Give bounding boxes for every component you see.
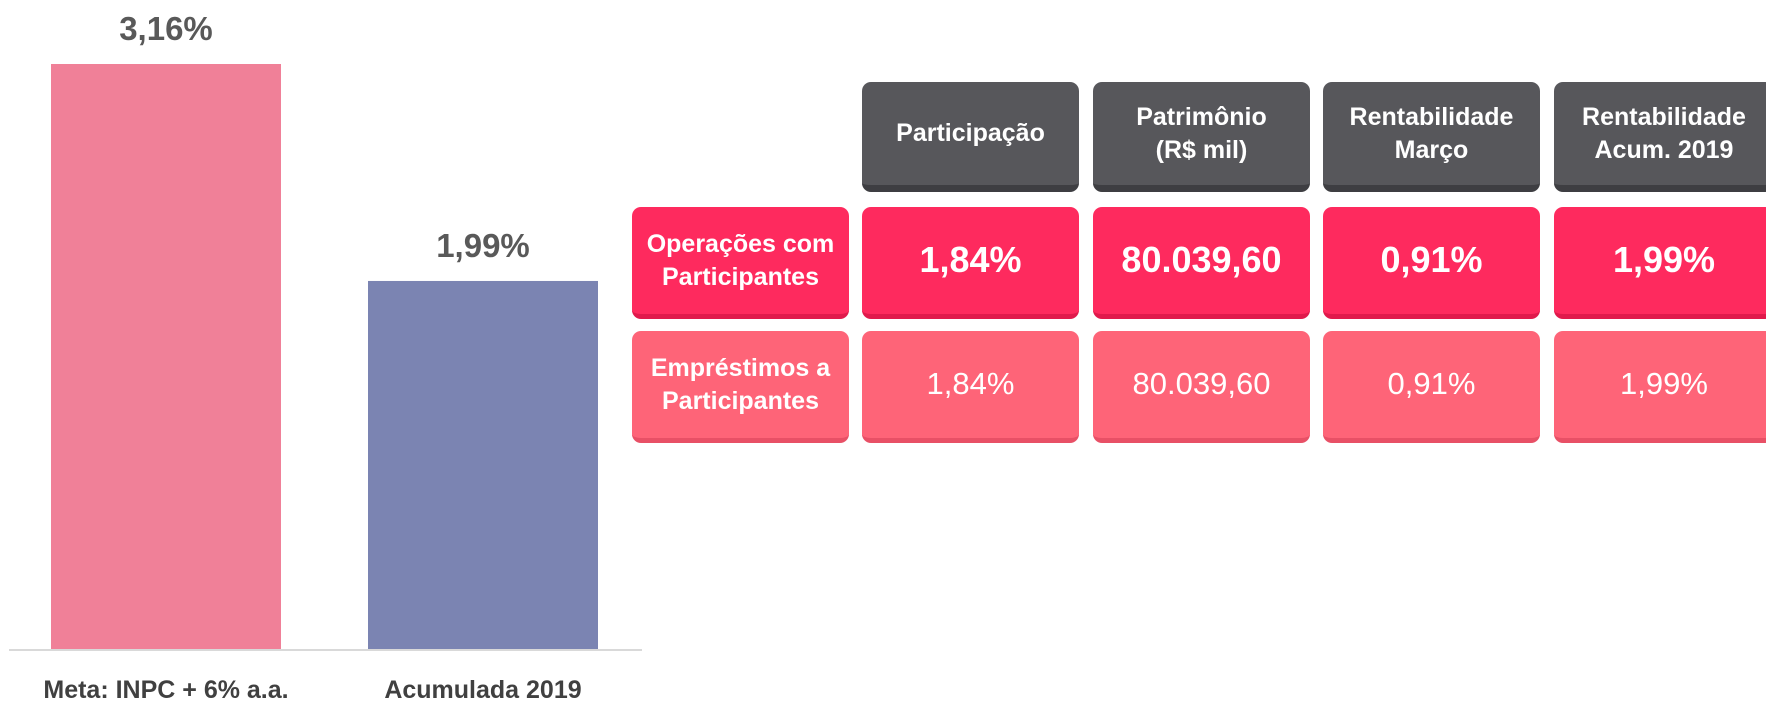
value-label: 3,16% xyxy=(119,10,213,47)
header-cell: Participação xyxy=(862,82,1079,192)
table-cell: 1,99% xyxy=(1554,331,1766,443)
table-cell: 1,84% xyxy=(862,331,1079,443)
x-tick-label: Acumulada 2019 xyxy=(384,676,581,704)
value-label: 1,99% xyxy=(436,227,530,264)
table-cell: 80.039,60 xyxy=(1093,331,1310,443)
header-cell: Patrimônio (R$ mil) xyxy=(1093,82,1310,192)
bar xyxy=(51,64,281,650)
table-cell: 1,99% xyxy=(1554,207,1766,319)
table-cell: 1,84% xyxy=(862,207,1079,319)
x-tick-label: Meta: INPC + 6% a.a. xyxy=(43,676,288,704)
header-cell: Rentabilidade Março xyxy=(1323,82,1540,192)
row-label: Empréstimos a Participantes xyxy=(632,331,849,443)
table-cell: 0,91% xyxy=(1323,331,1540,443)
header-cell: Rentabilidade Acum. 2019 xyxy=(1554,82,1766,192)
row-label: Operações com Participantes xyxy=(632,207,849,319)
table-cell: 80.039,60 xyxy=(1093,207,1310,319)
table-cell: 0,91% xyxy=(1323,207,1540,319)
bar xyxy=(368,280,598,650)
